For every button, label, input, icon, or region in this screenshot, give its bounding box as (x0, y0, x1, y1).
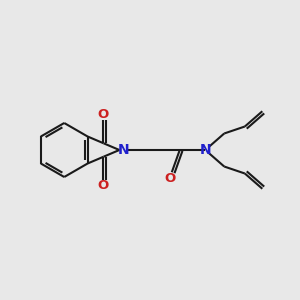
Text: O: O (98, 179, 109, 192)
Text: O: O (165, 172, 176, 185)
Text: N: N (199, 143, 211, 157)
Text: N: N (118, 143, 129, 157)
Text: O: O (98, 108, 109, 121)
